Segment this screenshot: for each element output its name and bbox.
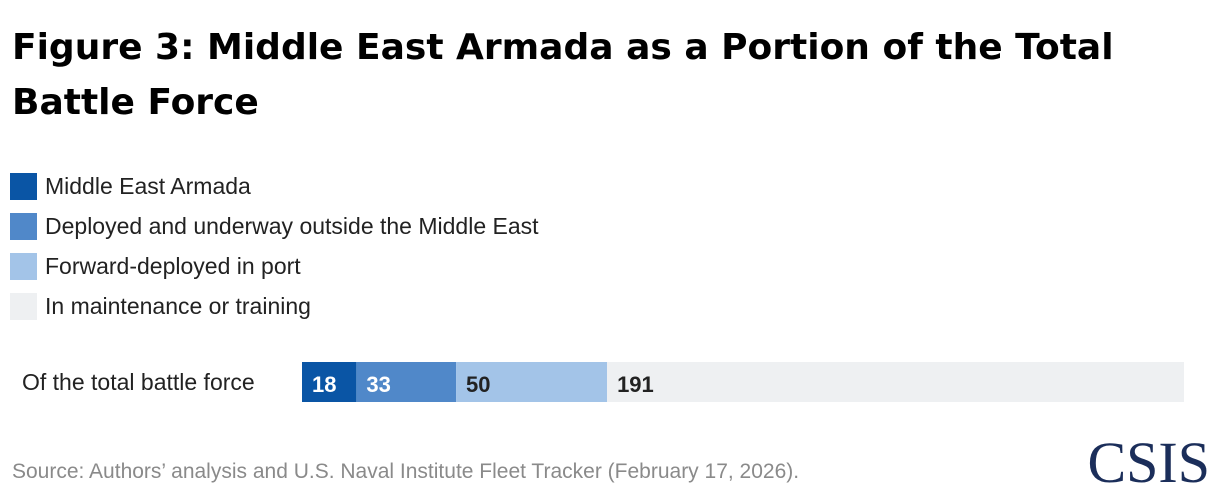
legend-label: Deployed and underway outside the Middle… bbox=[45, 212, 539, 239]
legend-swatch bbox=[10, 292, 37, 320]
bar-segment-3 bbox=[456, 362, 608, 402]
source-note: Source: Authors’ analysis and U.S. Naval… bbox=[12, 460, 800, 483]
data-label-4: 191 bbox=[617, 372, 654, 397]
legend-swatch bbox=[10, 252, 37, 280]
data-label-3: 50 bbox=[466, 372, 490, 397]
data-label-2: 33 bbox=[366, 372, 390, 397]
legend-swatch bbox=[10, 212, 37, 240]
legend-item-forward-deployed: Forward-deployed in port bbox=[10, 246, 539, 286]
csis-logo: CSIS bbox=[1087, 430, 1210, 495]
bar-segment-2 bbox=[356, 362, 457, 402]
legend-label: Middle East Armada bbox=[45, 172, 251, 199]
chart-title: Figure 3: Middle East Armada as a Portio… bbox=[12, 27, 1114, 123]
legend: Middle East Armada Deployed and underway… bbox=[10, 166, 539, 326]
legend-label: Forward-deployed in port bbox=[45, 252, 301, 279]
legend-item-maintenance-training: In maintenance or training bbox=[10, 286, 539, 326]
bar-segment-4 bbox=[607, 362, 1184, 402]
bar-segment-1 bbox=[302, 362, 357, 402]
data-label-1: 18 bbox=[312, 372, 336, 397]
legend-item-middle-east-armada: Middle East Armada bbox=[10, 166, 539, 206]
chart-row: Of the total battle force 18 33 50 191 bbox=[0, 362, 1220, 402]
stacked-bar: 18 33 50 191 bbox=[302, 362, 1184, 402]
category-label: Of the total battle force bbox=[22, 369, 255, 395]
legend-label: In maintenance or training bbox=[45, 292, 311, 319]
legend-item-deployed-underway: Deployed and underway outside the Middle… bbox=[10, 206, 539, 246]
legend-swatch bbox=[10, 172, 37, 200]
